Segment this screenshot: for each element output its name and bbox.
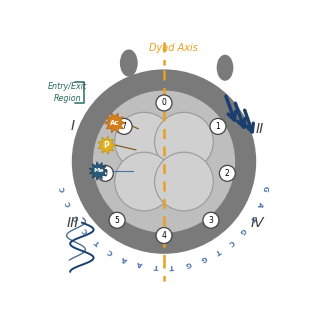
Text: T: T [93, 238, 101, 246]
Text: II: II [256, 122, 264, 136]
Text: 7: 7 [122, 122, 126, 131]
Text: Ac: Ac [110, 120, 119, 126]
Circle shape [116, 118, 132, 134]
Circle shape [210, 118, 226, 134]
Polygon shape [89, 162, 108, 180]
Text: T: T [169, 262, 175, 269]
Text: T: T [153, 262, 159, 269]
Circle shape [73, 70, 255, 253]
Text: 4: 4 [162, 231, 166, 240]
Circle shape [94, 91, 234, 232]
Circle shape [220, 165, 235, 181]
Polygon shape [104, 113, 125, 133]
Text: Me: Me [93, 169, 104, 173]
Circle shape [109, 212, 125, 228]
Text: Region: Region [54, 94, 82, 103]
Text: G: G [199, 254, 207, 262]
Text: 2: 2 [225, 169, 230, 178]
Text: 1: 1 [216, 122, 220, 131]
Text: 5: 5 [115, 216, 119, 225]
Circle shape [155, 152, 213, 211]
Circle shape [156, 228, 172, 244]
Text: C: C [227, 238, 235, 246]
Text: 6: 6 [103, 169, 108, 178]
Text: Dyad Axis: Dyad Axis [149, 43, 198, 53]
Text: C: C [82, 227, 90, 235]
Polygon shape [98, 136, 116, 154]
Text: C: C [65, 200, 72, 207]
Text: 0: 0 [162, 99, 166, 108]
Circle shape [156, 95, 172, 111]
Text: IV: IV [251, 216, 265, 230]
Circle shape [115, 152, 173, 211]
Text: A: A [256, 200, 263, 207]
Text: G: G [261, 185, 268, 192]
Circle shape [203, 212, 219, 228]
Ellipse shape [121, 50, 137, 76]
Text: A: A [121, 255, 128, 262]
Text: C: C [60, 185, 67, 192]
Text: T: T [248, 214, 256, 222]
Circle shape [155, 112, 213, 171]
Text: G: G [238, 227, 246, 235]
Text: C: C [107, 247, 114, 255]
Ellipse shape [217, 55, 233, 80]
Text: G: G [184, 260, 191, 267]
Text: III: III [66, 216, 79, 230]
Text: A: A [137, 260, 143, 267]
Circle shape [97, 165, 113, 181]
Text: Entry/Exit: Entry/Exit [48, 82, 87, 91]
Text: 3: 3 [209, 216, 213, 225]
Circle shape [115, 112, 173, 171]
Text: I: I [70, 119, 75, 133]
Text: P: P [104, 141, 109, 150]
Text: G: G [72, 214, 80, 222]
Text: T: T [214, 247, 221, 255]
